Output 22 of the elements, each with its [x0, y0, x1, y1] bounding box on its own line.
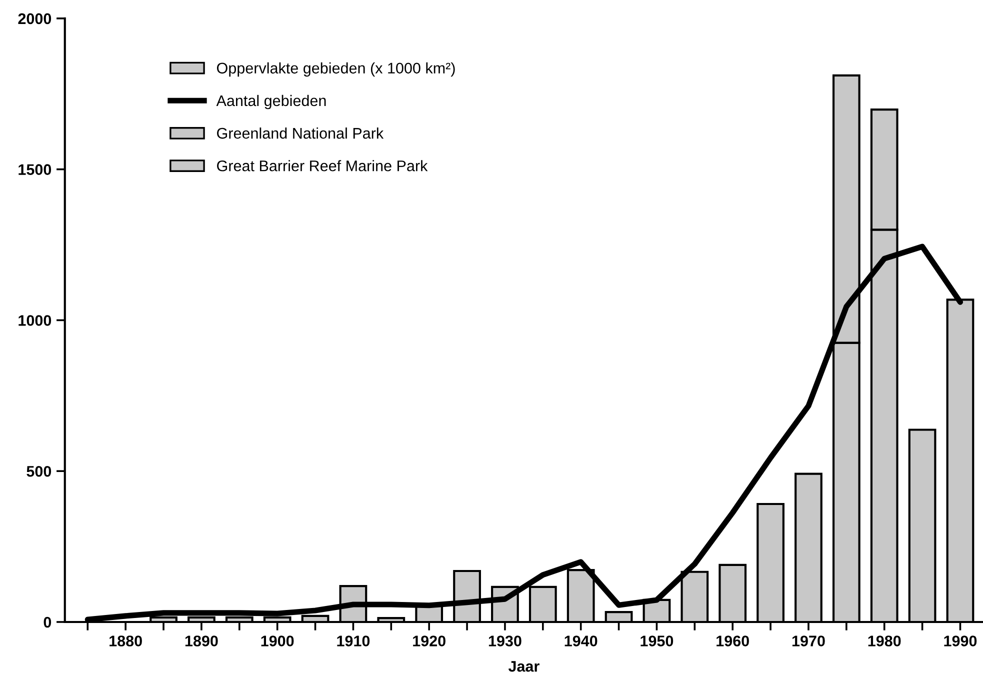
x-tick-label: 1920 [413, 636, 446, 646]
x-tick-label: 1910 [337, 636, 370, 646]
x-tick-label: 1890 [185, 636, 218, 646]
y-tick-label: 2000 [18, 13, 52, 24]
legend-label: Aantal gebieden [216, 94, 326, 110]
x-tick-label: 1940 [564, 636, 598, 646]
x-tick-label: 1930 [488, 636, 522, 646]
x-tick-label: 1960 [716, 636, 749, 646]
x-axis-title: Jaar [508, 661, 540, 672]
x-tick-label: 1950 [640, 636, 674, 646]
x-tick-label: 1970 [792, 636, 825, 646]
x-tick-label: 1980 [868, 636, 901, 646]
y-tick-label: 1500 [18, 164, 52, 175]
x-tick-label: 1900 [261, 636, 294, 646]
legend-label: Greenland National Park [217, 127, 384, 139]
x-tick-label: 1880 [110, 636, 142, 646]
legend-label: Great Barrier Reef Marine Park [217, 160, 428, 172]
y-tick-label: 1000 [18, 315, 52, 326]
legend-label: Oppervlakte gebieden (x 1000 km²) [216, 62, 455, 77]
y-tick-label: 0 [44, 616, 52, 628]
y-tick-label: 500 [26, 466, 52, 477]
x-tick-label: 1990 [944, 636, 977, 646]
